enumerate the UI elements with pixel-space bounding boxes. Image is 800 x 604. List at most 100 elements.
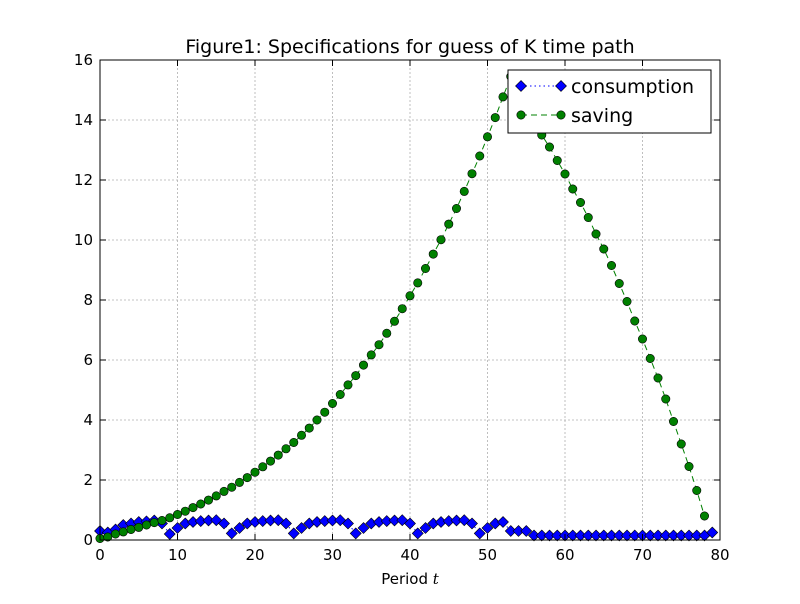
data-point-saving: [351, 371, 361, 381]
data-point-saving: [304, 423, 314, 433]
data-point-saving: [219, 486, 229, 496]
x-tick-label: 80: [710, 546, 729, 564]
data-point-saving: [204, 495, 214, 505]
data-point-saving: [560, 169, 570, 179]
data-point-saving: [320, 407, 330, 417]
data-point-saving: [157, 515, 167, 525]
legend: consumption saving: [507, 69, 712, 134]
data-point-saving: [196, 499, 206, 509]
legend-label-consumption: consumption: [571, 76, 694, 98]
data-point-saving: [382, 328, 392, 338]
data-point-saving: [235, 477, 245, 487]
data-point-saving: [630, 316, 640, 326]
data-point-saving: [498, 92, 508, 102]
data-point-saving: [118, 527, 128, 537]
data-point-saving: [475, 151, 485, 161]
x-tick-label: 60: [555, 546, 574, 564]
data-point-saving: [296, 430, 306, 440]
legend-marker-consumption: [555, 80, 567, 92]
data-point-saving: [142, 520, 152, 530]
data-point-saving: [668, 416, 678, 426]
y-tick-label: 2: [83, 471, 93, 489]
data-point-saving: [444, 219, 454, 229]
data-point-saving: [676, 439, 686, 449]
data-point-consumption: [287, 527, 300, 540]
data-point-saving: [327, 398, 337, 408]
x-axis-label: Period t: [381, 570, 440, 588]
y-tick-label: 14: [74, 111, 93, 129]
data-point-saving: [614, 278, 624, 288]
data-point-saving: [343, 380, 353, 390]
data-point-consumption: [163, 528, 176, 540]
data-point-saving: [622, 296, 632, 306]
data-point-consumption: [218, 517, 230, 530]
data-layer: [94, 72, 719, 543]
data-point-consumption: [225, 527, 238, 540]
data-point-saving: [211, 491, 221, 501]
data-point-saving: [637, 334, 647, 344]
data-point-saving: [436, 235, 446, 245]
data-point-saving: [583, 213, 593, 223]
data-point-saving: [451, 204, 461, 214]
x-axis-label-text: Period: [381, 570, 428, 588]
y-tick-label: 12: [74, 171, 93, 189]
y-tick-label: 6: [83, 351, 93, 369]
axis-ticks: 0 10 20 30 40 50 60 70 80 0 2 4 6 8 10 12 14 16: [74, 51, 730, 564]
data-point-consumption: [233, 522, 246, 534]
data-point-saving: [134, 522, 144, 532]
data-point-consumption: [466, 517, 478, 530]
data-point-consumption: [171, 522, 184, 534]
data-point-consumption: [342, 517, 354, 530]
legend-marker-saving: [556, 110, 566, 120]
data-point-saving: [111, 529, 121, 539]
data-point-saving: [258, 462, 268, 472]
data-point-saving: [405, 291, 415, 301]
data-point-consumption: [349, 527, 362, 540]
series-consumption: [94, 514, 719, 542]
data-point-saving: [289, 437, 299, 447]
legend-marker-consumption: [515, 80, 527, 92]
data-point-saving: [227, 482, 237, 492]
data-point-consumption: [706, 526, 719, 539]
data-point-saving: [374, 340, 384, 350]
data-point-saving: [467, 169, 477, 179]
data-point-saving: [420, 263, 430, 273]
data-point-saving: [281, 444, 291, 454]
data-point-consumption: [419, 522, 432, 534]
data-point-saving: [482, 132, 492, 142]
data-point-saving: [126, 524, 136, 534]
data-point-saving: [250, 467, 260, 477]
data-point-saving: [428, 249, 438, 259]
data-point-saving: [173, 509, 183, 519]
y-tick-label: 10: [74, 231, 93, 249]
data-point-saving: [358, 360, 368, 370]
data-point-saving: [692, 485, 702, 495]
y-tick-label: 4: [83, 411, 93, 429]
data-point-saving: [149, 518, 159, 528]
data-point-saving: [490, 113, 500, 123]
data-point-saving: [591, 229, 601, 239]
data-point-saving: [645, 353, 655, 363]
data-point-saving: [389, 316, 399, 326]
data-point-consumption: [473, 527, 486, 540]
data-point-saving: [188, 503, 198, 513]
x-tick-label: 20: [245, 546, 264, 564]
data-point-saving: [459, 186, 469, 196]
data-point-saving: [684, 461, 694, 471]
y-tick-label: 16: [74, 51, 93, 69]
data-point-saving: [242, 473, 252, 483]
data-point-saving: [273, 450, 283, 460]
data-point-saving: [552, 156, 562, 166]
x-axis-label-variable: t: [433, 570, 440, 588]
data-point-consumption: [280, 517, 292, 530]
data-point-saving: [653, 373, 663, 383]
data-point-saving: [165, 513, 175, 523]
x-tick-label: 50: [478, 546, 497, 564]
data-point-consumption: [357, 522, 370, 534]
data-point-saving: [699, 511, 709, 521]
data-point-saving: [575, 198, 585, 208]
chart-title: Figure1: Specifications for guess of K t…: [185, 36, 634, 58]
data-point-consumption: [481, 522, 494, 534]
data-point-saving: [180, 506, 190, 516]
